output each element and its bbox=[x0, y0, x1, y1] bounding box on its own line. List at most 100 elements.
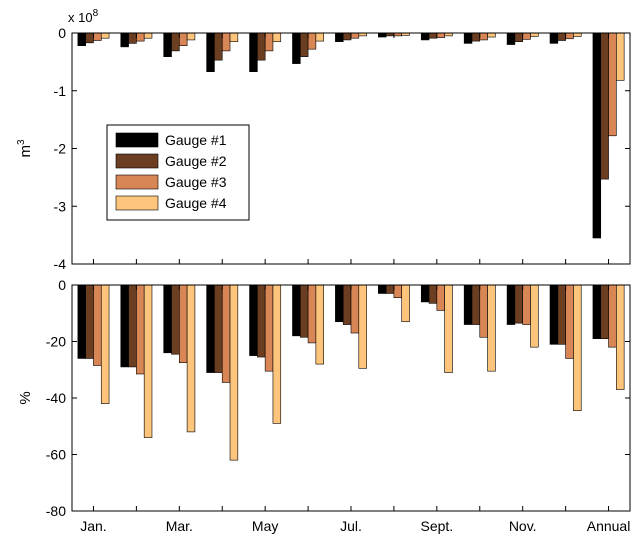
top-bar-gauge1-12 bbox=[549, 32, 559, 44]
bottom-xtick-label: Jul. bbox=[340, 518, 362, 534]
top-bar-gauge2-6 bbox=[299, 32, 309, 57]
top-bar-gauge3-13 bbox=[608, 32, 617, 137]
bottom-ytick-label: 0 bbox=[58, 277, 66, 293]
legend-label-gauge2: Gauge #2 bbox=[165, 153, 227, 169]
bottom-xtick-label: Sept. bbox=[420, 518, 453, 534]
bottom-bar-gauge3-3 bbox=[179, 284, 188, 363]
bottom-bar-gauge1-8 bbox=[378, 284, 387, 294]
top-bar-gauge1-13 bbox=[592, 32, 602, 239]
legend-label-gauge4: Gauge #4 bbox=[165, 195, 227, 211]
bottom-bar-gauge4-10 bbox=[487, 284, 496, 372]
top-panel: 0 -1 -2 -3 -4 m3 x 108 Gauge #1 Gauge #2 Gauge #3… bbox=[16, 8, 631, 272]
bottom-bar-gauge2-13 bbox=[600, 284, 609, 339]
top-bar-gauge3-11 bbox=[522, 32, 531, 40]
legend: Gauge #1 Gauge #2 Gauge #3 Gauge #4 bbox=[106, 124, 250, 221]
bottom-bar-gauge1-5 bbox=[249, 284, 258, 356]
top-bar-gauge3-1 bbox=[93, 32, 102, 41]
top-bar-gauge2-3 bbox=[171, 32, 180, 52]
top-bar-gauge1-10 bbox=[463, 32, 473, 44]
top-bar-gauge2-10 bbox=[471, 32, 481, 42]
top-bar-gauge3-9 bbox=[436, 32, 445, 38]
bottom-bar-gauge3-9 bbox=[436, 284, 445, 311]
top-ytick-label: 0 bbox=[58, 25, 66, 41]
bottom-bar-gauge2-8 bbox=[385, 284, 395, 294]
top-bar-gauge1-6 bbox=[292, 32, 301, 64]
top-bar-gauge2-13 bbox=[600, 32, 609, 180]
bottom-bar-gauge1-12 bbox=[549, 284, 559, 345]
legend-swatch-gauge4 bbox=[115, 195, 159, 211]
bottom-bar-gauge1-3 bbox=[163, 284, 172, 354]
bottom-bar-gauge3-5 bbox=[264, 284, 274, 372]
top-bar-gauge4-4 bbox=[229, 32, 239, 42]
top-bar-gauge1-9 bbox=[420, 32, 430, 41]
bottom-bar-gauge3-12 bbox=[565, 284, 574, 359]
top-bar-gauge2-2 bbox=[128, 32, 137, 44]
bottom-xtick-label: Annual bbox=[587, 518, 631, 534]
top-bar-gauge3-5 bbox=[264, 32, 274, 52]
bottom-bar-gauge2-4 bbox=[214, 284, 223, 373]
bottom-bar-gauge4-11 bbox=[530, 284, 539, 348]
top-ylabel-superscript: 3 bbox=[16, 139, 27, 145]
bottom-bar-gauge2-10 bbox=[471, 284, 481, 325]
top-bar-gauge3-2 bbox=[136, 32, 145, 42]
top-bar-gauge4-2 bbox=[143, 32, 153, 39]
bottom-bar-gauge2-2 bbox=[128, 284, 137, 368]
bottom-bar-gauge4-2 bbox=[143, 284, 153, 438]
bottom-bar-gauge4-5 bbox=[272, 284, 282, 424]
bottom-bar-gauge1-11 bbox=[506, 284, 516, 325]
top-bar-gauge1-3 bbox=[163, 32, 172, 57]
bottom-bar-gauge3-4 bbox=[221, 284, 231, 383]
bottom-xtick-label: Nov. bbox=[509, 518, 537, 534]
top-multiplier: x 108 bbox=[68, 8, 99, 25]
top-bar-gauge4-5 bbox=[272, 32, 282, 42]
top-bar-gauge1-4 bbox=[206, 32, 215, 72]
bottom-bar-gauge3-11 bbox=[522, 284, 531, 325]
top-bar-gauge2-5 bbox=[257, 32, 266, 61]
top-bar-gauge4-13 bbox=[616, 32, 625, 81]
bottom-ytick-label: -40 bbox=[46, 390, 66, 406]
legend-label-gauge3: Gauge #3 bbox=[165, 174, 227, 190]
bottom-bar-gauge3-10 bbox=[479, 284, 488, 338]
bottom-bar-gauge1-1 bbox=[77, 284, 86, 359]
legend-swatch-gauge2 bbox=[115, 153, 159, 169]
top-bar-gauge4-11 bbox=[530, 32, 539, 37]
bottom-bar-gauge2-1 bbox=[85, 284, 94, 359]
top-bar-gauge2-7 bbox=[342, 32, 352, 41]
bottom-xtick-label: Mar. bbox=[166, 518, 193, 534]
bottom-bar-gauge3-13 bbox=[608, 284, 617, 348]
bottom-bar-gauge3-7 bbox=[350, 284, 360, 334]
top-bar-gauge2-12 bbox=[557, 32, 566, 41]
top-bar-gauge4-3 bbox=[186, 32, 196, 41]
top-bar-gauge4-12 bbox=[573, 32, 582, 37]
top-ytick-label: -2 bbox=[54, 141, 67, 157]
top-bar-gauge3-10 bbox=[479, 32, 488, 41]
legend-label-gauge1: Gauge #1 bbox=[165, 132, 227, 148]
top-multiplier-exponent: 8 bbox=[93, 8, 99, 19]
bottom-bar-gauge2-3 bbox=[171, 284, 180, 355]
top-bar-gauge1-2 bbox=[120, 32, 129, 48]
bottom-bar-gauge4-9 bbox=[444, 284, 453, 373]
top-bar-gauge4-10 bbox=[487, 32, 496, 38]
top-ytick-label: -3 bbox=[54, 198, 67, 214]
bottom-ytick-label: -80 bbox=[46, 503, 66, 519]
legend-swatch-gauge3 bbox=[115, 174, 159, 190]
top-ylabel: m3 bbox=[16, 139, 34, 158]
bottom-bar-gauge4-8 bbox=[401, 284, 410, 323]
top-bar-gauge3-12 bbox=[565, 32, 574, 40]
bottom-bar-gauge3-8 bbox=[393, 284, 403, 299]
bottom-bar-gauge1-2 bbox=[120, 284, 129, 368]
top-bar-gauge1-7 bbox=[335, 32, 344, 42]
bottom-ytick-label: -60 bbox=[46, 447, 66, 463]
bottom-bar-gauge1-7 bbox=[335, 284, 344, 323]
bottom-bar-gauge1-4 bbox=[206, 284, 215, 373]
top-bar-gauge3-6 bbox=[307, 32, 317, 50]
top-bar-gauge1-8 bbox=[378, 32, 387, 38]
top-bar-gauge1-11 bbox=[506, 32, 516, 45]
top-bar-gauge1-1 bbox=[77, 32, 86, 46]
top-bar-gauge2-1 bbox=[85, 32, 94, 44]
bottom-bar-gauge2-11 bbox=[514, 284, 523, 324]
bottom-bar-gauge4-4 bbox=[229, 284, 239, 461]
bottom-xtick-label: May bbox=[252, 518, 278, 534]
bottom-bar-gauge1-6 bbox=[292, 284, 301, 337]
